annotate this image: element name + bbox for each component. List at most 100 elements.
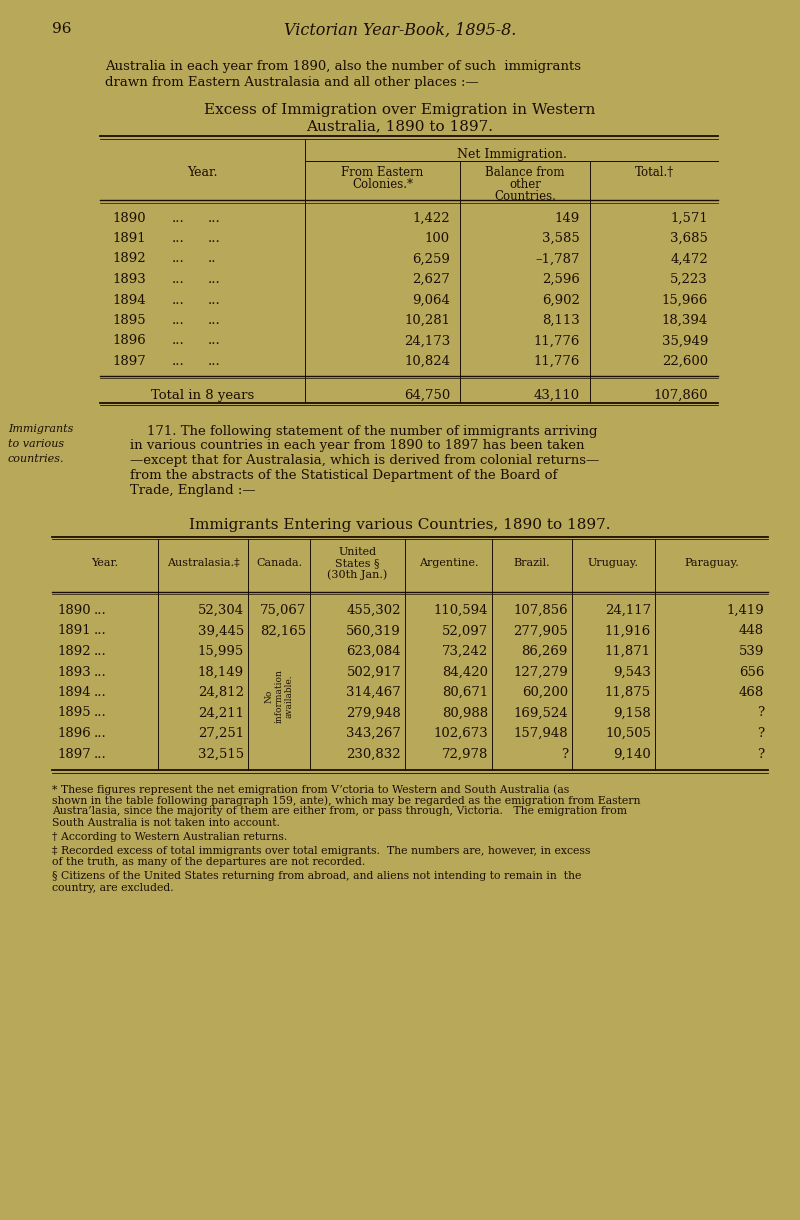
- Text: 9,064: 9,064: [412, 294, 450, 306]
- Text: 1897: 1897: [57, 748, 90, 760]
- Text: ...: ...: [94, 625, 106, 638]
- Text: 10,505: 10,505: [605, 727, 651, 741]
- Text: 96: 96: [52, 22, 71, 37]
- Text: 72,978: 72,978: [442, 748, 488, 760]
- Text: Immigrants: Immigrants: [8, 425, 74, 434]
- Text: 24,211: 24,211: [198, 706, 244, 720]
- Text: Uruguay.: Uruguay.: [588, 558, 639, 569]
- Text: 10,281: 10,281: [404, 314, 450, 327]
- Text: 4,472: 4,472: [670, 253, 708, 266]
- Text: ‡ Recorded excess of total immigrants over total emigrants.  The numbers are, ho: ‡ Recorded excess of total immigrants ov…: [52, 845, 590, 856]
- Text: ...: ...: [94, 645, 106, 658]
- Text: 9,543: 9,543: [613, 665, 651, 678]
- Text: § Citizens of the United States returning from abroad, and aliens not intending : § Citizens of the United States returnin…: [52, 871, 582, 881]
- Text: * These figures represent the net emigration from Vʼctoria to Western and South : * These figures represent the net emigra…: [52, 784, 570, 794]
- Text: 1,571: 1,571: [670, 211, 708, 224]
- Text: Colonies.*: Colonies.*: [352, 178, 413, 192]
- Text: 1,422: 1,422: [412, 211, 450, 224]
- Text: 1897: 1897: [112, 355, 146, 368]
- Text: 18,394: 18,394: [662, 314, 708, 327]
- Text: ...: ...: [172, 294, 185, 306]
- Text: 455,302: 455,302: [346, 604, 401, 617]
- Text: 64,750: 64,750: [404, 388, 450, 401]
- Text: 1894: 1894: [57, 686, 90, 699]
- Text: 1894: 1894: [112, 294, 146, 306]
- Text: 171. The following statement of the number of immigrants arriving: 171. The following statement of the numb…: [130, 425, 598, 438]
- Text: 11,916: 11,916: [605, 625, 651, 638]
- Text: (30th Jan.): (30th Jan.): [327, 569, 388, 579]
- Text: other: other: [509, 178, 541, 192]
- Text: Balance from: Balance from: [486, 166, 565, 179]
- Text: 9,158: 9,158: [614, 706, 651, 720]
- Text: ...: ...: [94, 686, 106, 699]
- Text: 82,165: 82,165: [260, 625, 306, 638]
- Text: † According to Western Australian returns.: † According to Western Australian return…: [52, 832, 287, 842]
- Text: 11,875: 11,875: [605, 686, 651, 699]
- Text: 24,812: 24,812: [198, 686, 244, 699]
- Text: 1891: 1891: [57, 625, 90, 638]
- Text: 448: 448: [739, 625, 764, 638]
- Text: 623,084: 623,084: [346, 645, 401, 658]
- Text: South Australia is not taken into account.: South Australia is not taken into accoun…: [52, 817, 280, 827]
- Text: 157,948: 157,948: [514, 727, 568, 741]
- Text: 52,304: 52,304: [198, 604, 244, 617]
- Text: 1896: 1896: [112, 334, 146, 348]
- Text: ...: ...: [208, 211, 221, 224]
- Text: ?: ?: [757, 748, 764, 760]
- Text: 60,200: 60,200: [522, 686, 568, 699]
- Text: ...: ...: [172, 232, 185, 245]
- Text: 11,776: 11,776: [534, 355, 580, 368]
- Text: ...: ...: [172, 314, 185, 327]
- Text: ...: ...: [94, 604, 106, 617]
- Text: 11,871: 11,871: [605, 645, 651, 658]
- Text: United: United: [338, 547, 377, 558]
- Text: 1890: 1890: [112, 211, 146, 224]
- Text: 24,173: 24,173: [404, 334, 450, 348]
- Text: Trade, England :—: Trade, England :—: [130, 483, 256, 497]
- Text: 24,117: 24,117: [605, 604, 651, 617]
- Text: States §: States §: [335, 558, 380, 569]
- Text: 6,259: 6,259: [412, 253, 450, 266]
- Text: 107,860: 107,860: [654, 388, 708, 401]
- Text: 8,113: 8,113: [542, 314, 580, 327]
- Text: to various: to various: [8, 439, 64, 449]
- Text: countries.: countries.: [8, 454, 65, 464]
- Text: 1892: 1892: [57, 645, 90, 658]
- Text: Excess of Immigration over Emigration in Western: Excess of Immigration over Emigration in…: [204, 102, 596, 117]
- Text: 15,995: 15,995: [198, 645, 244, 658]
- Text: 230,832: 230,832: [346, 748, 401, 760]
- Text: ...: ...: [208, 294, 221, 306]
- Text: 539: 539: [738, 645, 764, 658]
- Text: 1895: 1895: [112, 314, 146, 327]
- Text: 32,515: 32,515: [198, 748, 244, 760]
- Text: in various countries in each year from 1890 to 1897 has been taken: in various countries in each year from 1…: [130, 439, 585, 453]
- Text: Countries.: Countries.: [494, 190, 556, 203]
- Text: 6,902: 6,902: [542, 294, 580, 306]
- Text: ...: ...: [208, 355, 221, 368]
- Text: Immigrants Entering various Countries, 1890 to 1897.: Immigrants Entering various Countries, 1…: [190, 518, 610, 532]
- Text: 3,585: 3,585: [542, 232, 580, 245]
- Text: 656: 656: [738, 665, 764, 678]
- Text: 1890: 1890: [57, 604, 90, 617]
- Text: Brazil.: Brazil.: [514, 558, 550, 569]
- Text: 107,856: 107,856: [514, 604, 568, 617]
- Text: Net Immigration.: Net Immigration.: [457, 148, 566, 161]
- Text: Paraguay.: Paraguay.: [684, 558, 739, 569]
- Text: 52,097: 52,097: [442, 625, 488, 638]
- Text: 73,242: 73,242: [442, 645, 488, 658]
- Text: 102,673: 102,673: [434, 727, 488, 741]
- Text: 84,420: 84,420: [442, 665, 488, 678]
- Text: No
information
available.: No information available.: [264, 670, 294, 723]
- Text: —except that for Australasia, which is derived from colonial returns—: —except that for Australasia, which is d…: [130, 454, 599, 467]
- Text: Australia in each year from 1890, also the number of such  immigrants: Australia in each year from 1890, also t…: [105, 60, 581, 73]
- Text: 149: 149: [554, 211, 580, 224]
- Text: 1,419: 1,419: [726, 604, 764, 617]
- Text: 127,279: 127,279: [514, 665, 568, 678]
- Text: 15,966: 15,966: [662, 294, 708, 306]
- Text: 343,267: 343,267: [346, 727, 401, 741]
- Text: ...: ...: [94, 727, 106, 741]
- Text: ?: ?: [757, 727, 764, 741]
- Text: 39,445: 39,445: [198, 625, 244, 638]
- Text: 43,110: 43,110: [534, 388, 580, 401]
- Text: 110,594: 110,594: [434, 604, 488, 617]
